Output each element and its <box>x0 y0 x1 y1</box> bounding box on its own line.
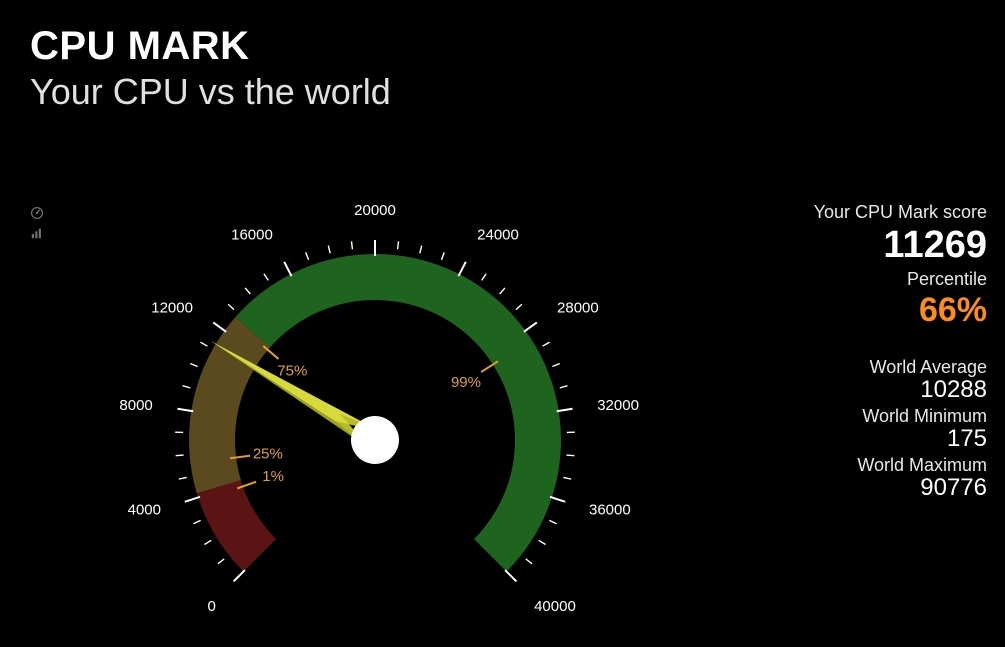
world-average-value: 10288 <box>757 378 987 402</box>
page-root: CPU MARK Your CPU vs the world 0 4000 8000… <box>0 0 1005 647</box>
svg-text:0: 0 <box>208 598 216 615</box>
stats-panel: Your CPU Mark score 11269 Percentile 66%… <box>757 200 987 504</box>
svg-text:36000: 36000 <box>589 502 631 519</box>
svg-text:75%: 75% <box>277 363 307 380</box>
svg-text:25%: 25% <box>253 446 283 463</box>
percentile-value: 66% <box>757 292 987 329</box>
world-minimum-value: 175 <box>757 427 987 451</box>
svg-text:12000: 12000 <box>151 300 193 317</box>
score-label: Your CPU Mark score <box>757 202 987 223</box>
svg-text:99%: 99% <box>451 374 481 391</box>
world-maximum-value: 90776 <box>757 476 987 500</box>
svg-text:20000: 20000 <box>354 202 396 219</box>
svg-text:1%: 1% <box>262 468 284 485</box>
world-average-label: World Average <box>757 357 987 378</box>
svg-text:24000: 24000 <box>477 227 519 244</box>
page-subtitle: Your CPU vs the world <box>30 71 975 113</box>
percentile-label: Percentile <box>757 269 987 290</box>
world-minimum-label: World Minimum <box>757 406 987 427</box>
svg-text:16000: 16000 <box>231 227 273 244</box>
svg-text:28000: 28000 <box>557 300 599 317</box>
score-value: 11269 <box>757 225 987 267</box>
svg-text:4000: 4000 <box>128 502 161 519</box>
page-title: CPU MARK <box>30 24 975 69</box>
svg-text:32000: 32000 <box>597 397 639 414</box>
svg-text:40000: 40000 <box>534 598 576 615</box>
world-maximum-label: World Maximum <box>757 455 987 476</box>
gauge-chart: 0 4000 8000 12000 16000 20000 24000 28000 32000 3… <box>0 170 700 640</box>
svg-text:8000: 8000 <box>119 397 152 414</box>
